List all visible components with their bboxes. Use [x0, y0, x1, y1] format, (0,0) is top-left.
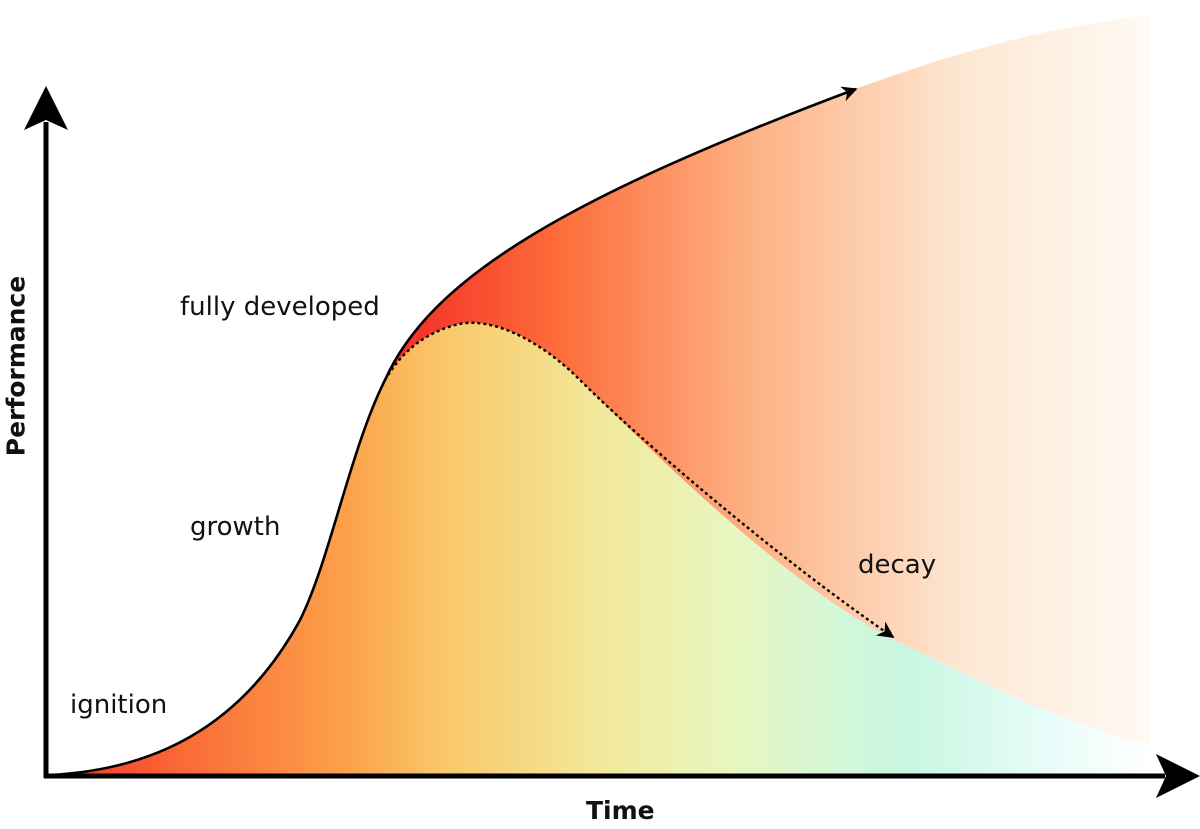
stage-label-fully-developed: fully developed: [180, 292, 380, 322]
y-axis-arrowhead: [24, 86, 68, 130]
stage-label-ignition: ignition: [70, 690, 168, 720]
y-axis-label: Performance: [1, 275, 31, 457]
growth-decay-region: [50, 322, 1150, 775]
growth-curve: [49, 86, 858, 777]
stage-label-decay: decay: [858, 550, 937, 580]
x-axis: [44, 754, 1200, 798]
fully-developed-region: [385, 15, 1150, 745]
x-axis-arrowhead: [1156, 754, 1200, 798]
x-axis-label: Time: [586, 796, 655, 825]
stage-label-growth: growth: [190, 512, 281, 542]
y-axis: [24, 86, 68, 778]
